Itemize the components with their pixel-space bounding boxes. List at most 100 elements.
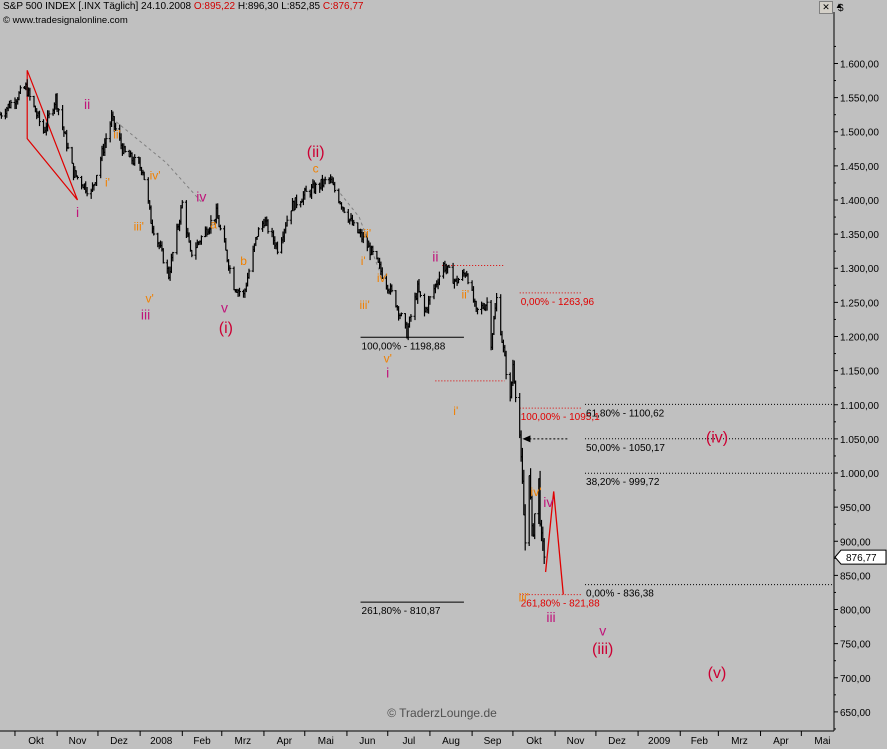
wave-label: (i) [219,320,233,337]
x-tick-label: Jul [402,736,415,747]
wave-label: iii' [134,220,144,234]
wave-label: iii [141,306,150,322]
y-tick-label: 1.100,00 [840,401,879,412]
wave-label: ii [84,96,90,112]
wave-label: b [240,254,247,268]
wave-triangle [26,70,79,201]
wave-label: iii [546,609,555,625]
wave-label: (iii) [592,641,613,658]
x-tick-label: Dez [608,736,626,747]
projection-path [544,491,564,595]
currency-icon: $ [838,3,844,14]
wave-label: c [313,162,319,176]
x-tick-label: 2008 [150,736,173,747]
x-tick-label: Mai [318,736,334,747]
wave-label: i' [361,254,366,268]
arrow-head [522,435,531,443]
wave-label: (iv) [706,429,728,446]
x-tick-label: Apr [277,736,293,747]
y-tick-label: 1.050,00 [840,435,879,446]
x-tick-label: Aug [442,736,460,747]
x-tick-label: Nov [69,736,87,747]
x-tick-label: Dez [110,736,128,747]
y-axis-panel [834,0,887,749]
open-value: O:895,22 [193,1,236,12]
y-tick-label: 1.450,00 [840,162,879,173]
x-tick-label: Jun [359,736,375,747]
x-tick-label: Apr [773,736,789,747]
y-tick-label: 750,00 [840,640,871,651]
wave-label: i [76,204,79,220]
wave-label: iv' [531,485,542,499]
wave-label: ii [432,248,438,264]
fib-label: 100,00% - 1198,88 [362,341,446,352]
last-price-label: 876,77 [846,553,877,564]
copyright-label: © www.tradesignalonline.com [3,15,128,26]
wave-label: v' [146,291,154,305]
scroll-up-icon[interactable]: ▲ [835,1,843,10]
y-tick-label: 1.400,00 [840,196,879,207]
low-value: L:852,85 [281,1,321,12]
instrument-label: S&P 500 INDEX [.INX Täglich] [3,1,139,12]
x-tick-label: Nov [567,736,585,747]
y-tick-label: 1.500,00 [840,128,879,139]
trend-line [328,179,383,279]
chart-header: S&P 500 INDEX [.INX Täglich] 24.10.2008 … [0,0,887,28]
fib-label: 261,80% - 810,87 [362,606,441,617]
y-tick-label: 1.300,00 [840,264,879,275]
y-tick-label: 850,00 [840,571,871,582]
fib-label: 50,00% - 1050,17 [586,443,665,454]
wave-label: ii' [461,287,469,301]
y-tick-label: 1.150,00 [840,367,879,378]
y-tick-label: 950,00 [840,503,871,514]
wave-label: i [386,364,389,380]
y-tick-label: 700,00 [840,674,871,685]
y-tick-label: 650,00 [840,708,871,719]
wave-label: iv' [377,271,388,285]
header-quote-line: S&P 500 INDEX [.INX Täglich] 24.10.2008 … [3,1,364,12]
x-tick-label: Mrz [731,736,748,747]
y-tick-label: 1.600,00 [840,59,879,70]
wave-label: i' [453,404,458,418]
x-tick-label: Okt [526,736,542,747]
fib-label: 38,20% - 999,72 [586,477,660,488]
wave-label: iv' [150,169,161,183]
x-tick-label: Feb [193,736,211,747]
close-value: C:876,77 [322,1,364,12]
y-tick-label: 1.350,00 [840,230,879,241]
x-tick-label: Mrz [235,736,252,747]
wave-label: i' [105,175,110,189]
y-tick-label: 1.000,00 [840,469,879,480]
y-tick-label: 1.250,00 [840,298,879,309]
close-icon[interactable]: ✕ [819,1,833,14]
fib-label: 61,80% - 1100,62 [586,408,665,419]
wave-label: v [221,300,228,316]
fib-label: 0,00% - 836,38 [586,589,654,600]
watermark-label: © TraderzLounge.de [387,706,497,720]
wave-label: iv [196,188,206,204]
x-tick-label: 2009 [648,736,671,747]
wave-label: iv [543,494,553,510]
wave-label: (v) [708,665,727,682]
wave-label: a [210,218,217,232]
wave-label: v [599,622,606,638]
wave-label: (ii) [307,144,325,161]
y-tick-label: 1.200,00 [840,333,879,344]
x-tick-label: Okt [28,736,44,747]
quote-date: 24.10.2008 [141,1,192,12]
x-tick-label: Mai [814,736,830,747]
y-tick-label: 1.550,00 [840,94,879,105]
wave-label: iii' [519,590,529,604]
fib-label: 0,00% - 1263,96 [521,297,595,308]
wave-label: v' [384,351,392,365]
fib-label: 261,80% - 821,88 [521,599,600,610]
wave-label: ii' [364,227,372,241]
y-tick-label: 900,00 [840,537,871,548]
last-price-box [834,549,887,565]
wave-label: ii' [113,128,121,142]
high-value: H:896,30 [237,1,279,12]
